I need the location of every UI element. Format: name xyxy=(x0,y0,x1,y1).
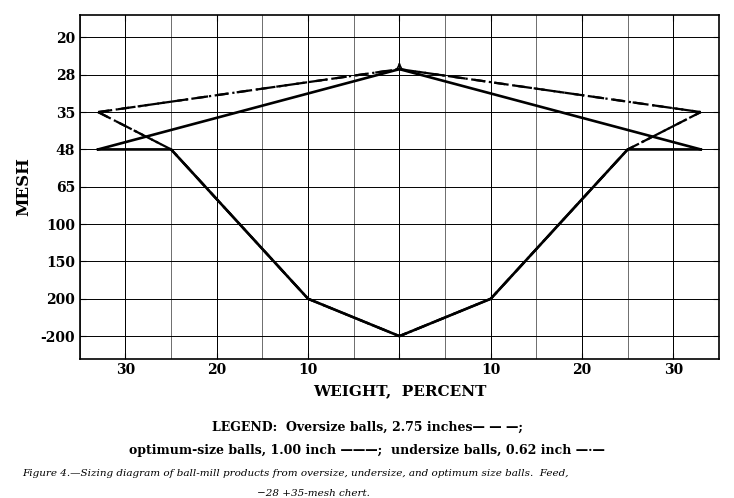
Text: LEGEND:  Oversize balls, 2.75 inches— — —;: LEGEND: Oversize balls, 2.75 inches— — —… xyxy=(211,421,523,434)
Text: −28 +35-mesh chert.: −28 +35-mesh chert. xyxy=(257,489,370,498)
Text: optimum-size balls, 1.00 inch ———;  undersize balls, 0.62 inch —·—: optimum-size balls, 1.00 inch ———; under… xyxy=(129,444,605,457)
Y-axis label: MESH: MESH xyxy=(15,157,32,216)
X-axis label: WEIGHT,  PERCENT: WEIGHT, PERCENT xyxy=(313,384,486,398)
Text: Figure 4.—Sizing diagram of ball-mill products from oversize, undersize, and opt: Figure 4.—Sizing diagram of ball-mill pr… xyxy=(22,469,569,478)
